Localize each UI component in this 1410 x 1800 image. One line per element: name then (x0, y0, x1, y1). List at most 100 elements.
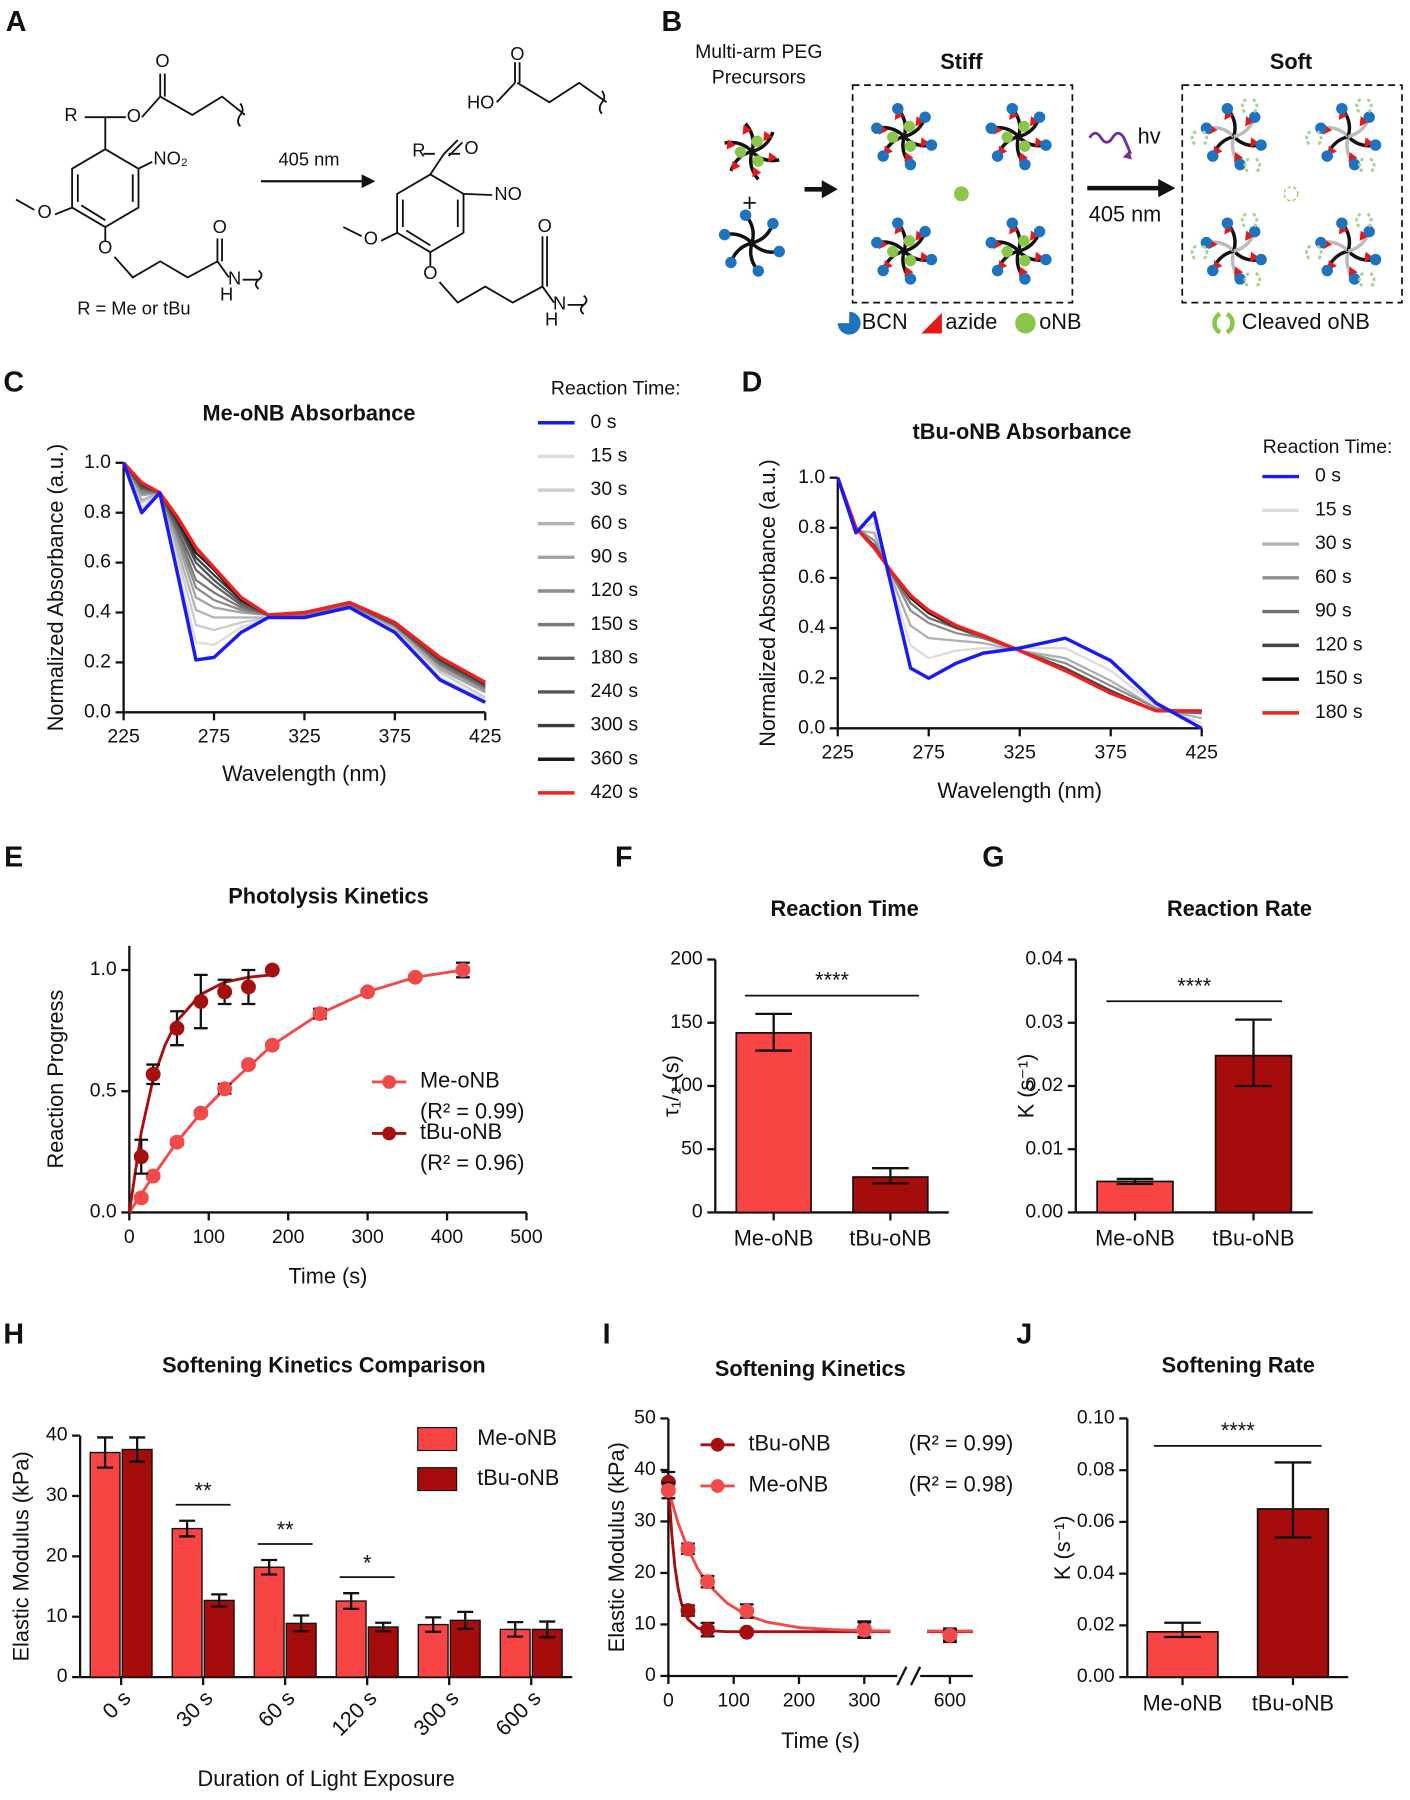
chart-title: Softening Rate (1162, 1353, 1315, 1378)
y-tick-label: 0.04 (1025, 948, 1063, 970)
bcn-mark (1006, 217, 1018, 229)
azide-mark (1018, 266, 1028, 277)
azide-mark (1249, 251, 1260, 263)
azide-mark (1348, 266, 1358, 277)
legend-label: Me-oNB (748, 1472, 828, 1497)
x-tick-label: 225 (107, 726, 139, 748)
atom-label: N (553, 293, 566, 314)
y-tick-label: 40 (46, 1424, 68, 1446)
legend-label: 240 s (591, 680, 639, 702)
spectrum-line (836, 477, 1203, 730)
data-point (312, 1006, 328, 1022)
significance-label: **** (815, 968, 849, 993)
x-tick-label: 375 (379, 726, 411, 748)
precursor-label: Precursors (712, 66, 806, 88)
y-tick-label: 0 (645, 1664, 656, 1686)
peg-arm (724, 140, 754, 153)
x-axis-label: Time (s) (781, 1728, 860, 1753)
bcn-mark (904, 273, 917, 285)
y-tick-label: 30 (46, 1484, 68, 1506)
error-bar (425, 1616, 442, 1633)
chart-title: Me-oNB Absorbance (203, 400, 416, 425)
y-tick-label: 20 (634, 1561, 656, 1583)
soft-label: Soft (1270, 49, 1312, 74)
azide-mark (1034, 137, 1044, 148)
bcn-mark (892, 103, 904, 115)
azide-mark (1029, 116, 1040, 127)
bcn-mark (1040, 139, 1052, 151)
cleaved-onb-mark (1283, 186, 1299, 202)
legend-label: 30 s (1315, 532, 1352, 554)
legend-label: 60 s (591, 512, 628, 534)
legend-swatch (710, 1437, 725, 1452)
legend-label: oNB (1039, 309, 1081, 334)
error-bar (1116, 1177, 1154, 1186)
x-tick-label: 225 (822, 742, 854, 764)
y-tick-label: 10 (46, 1605, 68, 1627)
error-bar (293, 1614, 310, 1633)
onb-mark (734, 146, 747, 158)
bcn-mark (1040, 253, 1052, 266)
error-bar (261, 1558, 278, 1576)
bcn-mark (925, 139, 938, 151)
y-axis-label: K (s⁻¹) (1013, 1054, 1038, 1119)
legend-label: tBu-oNB (477, 1465, 559, 1490)
panel-a: A R O O NO₂ O O O N H R = Me or tBu 405 … (6, 6, 608, 330)
bcn-mark (1207, 150, 1219, 162)
onb-mark (751, 135, 763, 148)
atom-label: O (510, 43, 524, 64)
y-tick-label: 0.02 (1077, 1614, 1115, 1636)
y-tick-label: 100 (670, 1074, 703, 1096)
x-tick-label: 375 (1094, 742, 1126, 764)
bcn-mark (871, 122, 883, 134)
error-bar (211, 1593, 228, 1608)
x-tick-label: 100 (717, 1689, 750, 1711)
onb-mark (752, 155, 764, 167)
bcn-mark (718, 228, 731, 241)
azide-mark (1245, 116, 1255, 127)
panel-label: G (982, 841, 1004, 873)
light-wave (1088, 131, 1133, 155)
legend-r2: (R² = 0.98) (909, 1472, 1013, 1497)
bcn-mark (1348, 158, 1361, 171)
bar (1146, 1630, 1219, 1678)
azide-mark (763, 131, 773, 142)
y-tick-label: 0.03 (1025, 1011, 1063, 1033)
y-tick-label: 1.0 (90, 958, 117, 980)
bcn-mark (1369, 253, 1382, 266)
bcn-mark (991, 150, 1004, 162)
peg-arm (751, 131, 775, 154)
spectrum-line (836, 477, 1202, 713)
y-axis-label: Normalized Absorbance (a.u.) (43, 444, 68, 732)
bcn-mark (1255, 139, 1267, 151)
bcn-mark (985, 236, 997, 249)
arrow-label: 405 nm (278, 149, 339, 170)
legend-label: 300 s (591, 714, 639, 736)
data-point (360, 984, 376, 1000)
error-bar (97, 1436, 114, 1469)
bar (417, 1623, 449, 1678)
bcn-mark (1348, 273, 1361, 285)
legend-label: 360 s (591, 747, 639, 769)
bcn-mark (919, 225, 931, 238)
error-bar (129, 1436, 146, 1463)
y-tick-label: 0.10 (1077, 1407, 1115, 1429)
cleaved-onb-mark (1358, 271, 1376, 289)
legend-label: 30 s (591, 478, 628, 500)
bcn-mark (871, 236, 883, 249)
atom-label: O (127, 105, 141, 126)
onb-mark (903, 235, 916, 247)
legend-label: tBu-oNB (748, 1431, 830, 1456)
cleaved-onb-mark (1355, 98, 1373, 115)
chart-title: tBu-oNB Absorbance (913, 419, 1132, 444)
bcn-mark (725, 256, 737, 269)
bcn-mark (1006, 103, 1018, 115)
error-bar (457, 1610, 474, 1630)
azide-icon (921, 312, 942, 334)
bcn-mark (1234, 158, 1246, 171)
bcn-mark (773, 245, 785, 258)
x-tick-label: 500 (510, 1226, 543, 1248)
azide-mark (1245, 230, 1255, 241)
azide-mark (1029, 230, 1040, 241)
azide-mark (1249, 137, 1260, 148)
